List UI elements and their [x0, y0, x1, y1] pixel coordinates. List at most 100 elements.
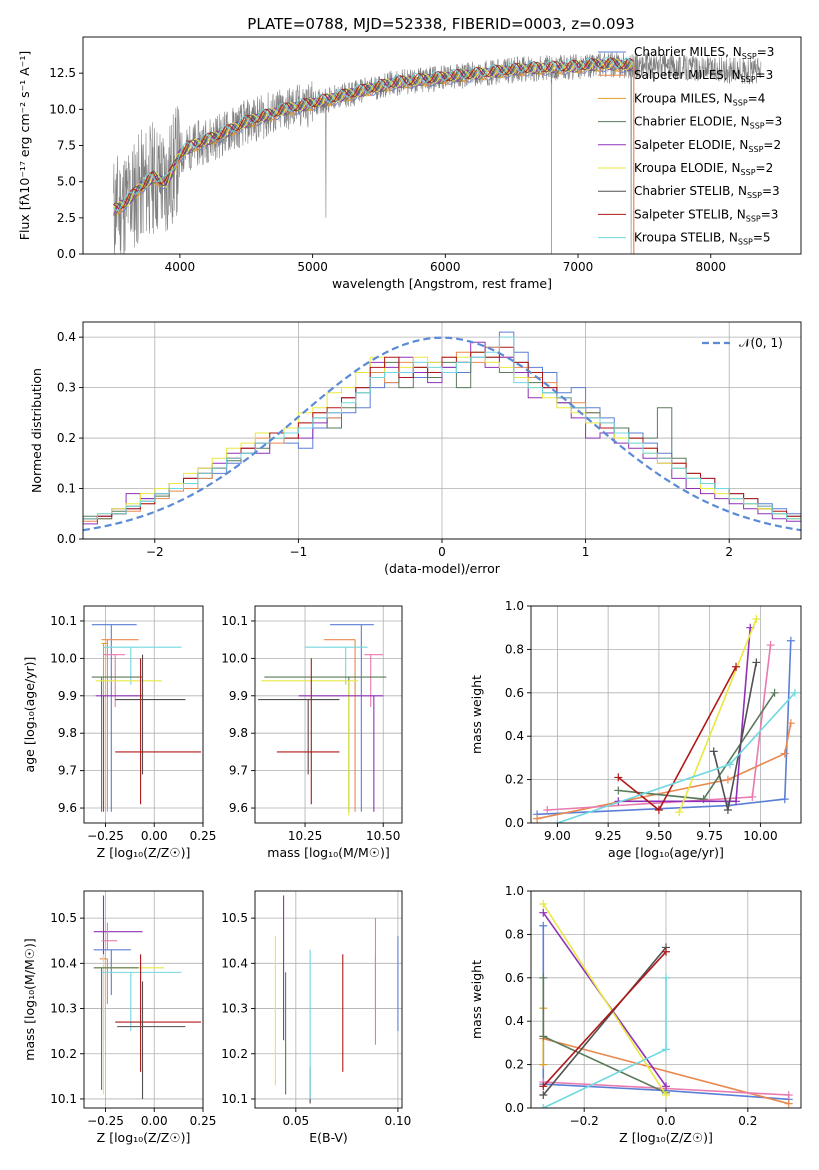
- legend-entry-n: =3: [761, 207, 779, 221]
- y-tick-label: 9.9: [58, 689, 77, 703]
- y-tick-label: 0.0: [57, 247, 76, 261]
- legend-entry-label: Salpeter ELODIE, N: [634, 138, 748, 152]
- y-tick-label: 9.6: [229, 801, 248, 815]
- plot-area: [274, 895, 399, 1104]
- y-axis-label: Flux [fλ10⁻¹⁷ erg cm⁻² s⁻¹ A⁻¹]: [17, 51, 32, 240]
- error-bar-point: [103, 646, 182, 685]
- x-tick-label: 2: [725, 545, 733, 559]
- weight-series-line: [537, 640, 792, 816]
- error-bar-point: [305, 646, 368, 685]
- y-tick-label: 0.2: [57, 431, 76, 445]
- weight-marker: [539, 1104, 548, 1108]
- x-tick-label: 0.00: [141, 1114, 168, 1128]
- y-tick-label: 10.4: [50, 956, 77, 970]
- error-bar-point: [117, 981, 186, 1099]
- x-tick-label: 6000: [430, 260, 461, 274]
- error-bar-point: [93, 954, 164, 1095]
- weight-marker: [675, 808, 684, 817]
- weight-series-line: [557, 692, 796, 823]
- model-fit-line: [113, 59, 634, 215]
- weight-marker: [539, 900, 548, 909]
- y-tick-label: 10.1: [50, 1092, 77, 1106]
- weight-marker: [539, 1090, 548, 1099]
- legend-entry-n: =3: [756, 68, 774, 82]
- x-tick-label: 0: [438, 545, 446, 559]
- y-tick-label: 0.8: [505, 642, 524, 656]
- y-axis-label: mass weight: [469, 675, 484, 754]
- weight-marker: [723, 805, 732, 814]
- y-tick-label: 10.1: [221, 1092, 248, 1106]
- observed-spectrum-line: [113, 51, 762, 254]
- x-axis-label: Z [log₁₀(Z/Z☉)]: [97, 845, 191, 860]
- y-tick-label: 0.4: [505, 1014, 524, 1028]
- weight-marker: [662, 1082, 670, 1091]
- normal-reference-curve: [83, 336, 801, 532]
- legend-entry-sub: SSP: [738, 238, 753, 247]
- legend-entry: Chabrier STELIB, NSSP=3: [634, 184, 780, 200]
- error-bar-point: [276, 658, 340, 805]
- y-tick-label: 9.8: [229, 726, 248, 740]
- model-fit-line: [113, 57, 634, 210]
- error-bar-point: [101, 971, 182, 1032]
- legend-entry-label: Salpeter MILES, N: [634, 68, 741, 82]
- weight-marker: [709, 747, 718, 756]
- histogram-step-line: [83, 336, 801, 539]
- weight-series-line: [618, 627, 751, 803]
- weight-series-line: [618, 692, 776, 800]
- weight-marker: [662, 1090, 670, 1099]
- weight-marker: [780, 749, 789, 758]
- legend-entry-n: =3: [762, 184, 780, 198]
- legend-entry: Salpeter ELODIE, NSSP=2: [634, 138, 781, 154]
- model-fit-line: [113, 58, 634, 210]
- x-tick-label: 5000: [297, 260, 328, 274]
- x-tick-label: 0.05: [282, 1114, 309, 1128]
- y-tick-label: 10.0: [49, 102, 76, 116]
- legend-entry-n: =4: [748, 91, 766, 105]
- panel-residual-histogram: 𝒩(0, 1) −2 −1 0 1 2 0.0 0.1 0.2 0.3 0.4 (data-model…: [29, 321, 802, 576]
- legend-entry-n: =5: [753, 231, 771, 245]
- plot-area: [93, 895, 202, 1099]
- y-tick-label: 0.0: [57, 532, 76, 546]
- x-tick-label: 0.10: [385, 1114, 412, 1128]
- weight-marker: [539, 1082, 548, 1091]
- error-bar-point: [93, 967, 139, 1090]
- legend-entry-label: Chabrier STELIB, N: [634, 184, 747, 198]
- y-tick-label: 5.0: [57, 175, 76, 189]
- weight-marker: [654, 805, 663, 814]
- x-tick-label: 10.50: [366, 829, 400, 843]
- x-tick-label: 4000: [165, 260, 196, 274]
- legend-entry: Salpeter MILES, NSSP=3: [634, 68, 773, 84]
- x-tick-label: −0.2: [570, 1114, 599, 1128]
- error-bar-point: [115, 658, 202, 805]
- axes-frame: [254, 605, 403, 824]
- x-tick-label: 0.25: [190, 1114, 217, 1128]
- x-tick-label: 9.50: [646, 829, 673, 843]
- model-fit-line: [113, 56, 634, 212]
- error-bar-point: [101, 922, 118, 950]
- error-bar-point: [264, 676, 387, 812]
- error-bar-point: [364, 654, 384, 708]
- y-tick-label: 0.0: [505, 816, 524, 830]
- y-tick-label: 10.4: [221, 956, 248, 970]
- x-tick-label: 9.00: [544, 829, 571, 843]
- y-tick-label: 0.4: [505, 729, 524, 743]
- model-fit-line: [113, 61, 633, 213]
- y-tick-label: 0.4: [57, 330, 76, 344]
- error-bar-point: [101, 642, 108, 809]
- x-tick-label: 1: [582, 545, 590, 559]
- x-tick-label: −0.25: [87, 829, 124, 843]
- legend-entry: Kroupa MILES, NSSP=4: [634, 91, 765, 107]
- weight-marker: [790, 688, 799, 697]
- x-axis-label: age [log₁₀(age/yr)]: [608, 845, 724, 860]
- legend-entry-sub: SSP: [750, 122, 765, 131]
- weight-marker: [543, 805, 552, 814]
- y-axis-label: mass [log₁₀(M/M☉)]: [22, 938, 37, 1060]
- y-tick-label: 0.1: [57, 482, 76, 496]
- weight-marker: [766, 641, 775, 650]
- legend-entry-label: Chabrier ELODIE, N: [634, 115, 750, 129]
- error-bar-point: [95, 695, 143, 812]
- weight-series-line: [678, 618, 758, 813]
